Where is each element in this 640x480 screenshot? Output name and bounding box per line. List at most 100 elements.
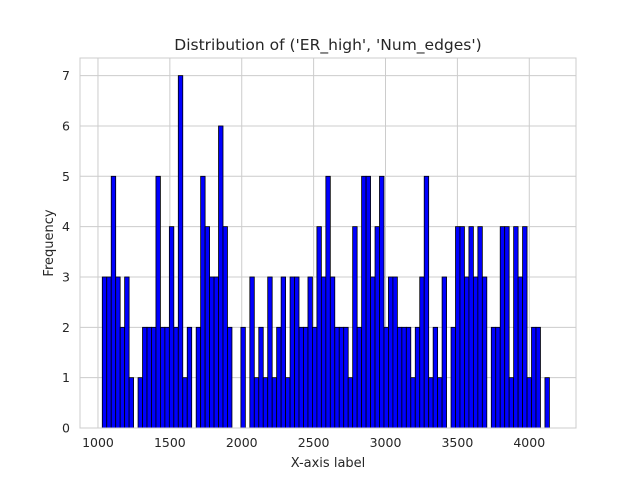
- histogram-bar: [222, 226, 228, 429]
- y-tick-label: 2: [62, 320, 70, 335]
- histogram-bar: [374, 226, 380, 429]
- histogram-bar: [276, 326, 282, 429]
- histogram-bar: [504, 226, 510, 429]
- histogram-bar: [142, 326, 148, 429]
- histogram-bar: [240, 326, 246, 429]
- x-tick-labels: 1000 1500 2000 2500 3000 3500 4000: [82, 435, 545, 450]
- histogram-bar: [459, 226, 465, 429]
- histogram-bar: [168, 226, 175, 429]
- y-tick-label: 5: [62, 169, 70, 184]
- histogram-bar: [177, 75, 184, 429]
- histogram-bar: [396, 326, 403, 429]
- histogram-bar: [146, 326, 152, 429]
- histogram-bar: [432, 326, 439, 429]
- histogram-bar: [160, 326, 166, 429]
- histogram-bar: [106, 276, 112, 429]
- histogram-bar: [128, 377, 134, 429]
- histogram-bar: [213, 276, 219, 429]
- histogram-bar: [379, 175, 385, 429]
- histogram-bar: [531, 326, 537, 429]
- histogram-bar: [544, 377, 550, 429]
- y-tick-label: 4: [62, 219, 70, 234]
- histogram-bar: [320, 276, 327, 429]
- y-tick-label: 1: [62, 370, 70, 385]
- histogram-bar: [392, 276, 398, 429]
- histogram-bar: [204, 226, 210, 429]
- y-tick-label: 3: [62, 269, 70, 284]
- x-axis-label: X-axis label: [291, 456, 366, 471]
- histogram-bar: [517, 276, 523, 429]
- histogram-bar: [115, 276, 121, 429]
- histogram-bar: [343, 326, 349, 429]
- histogram-bar: [253, 377, 260, 429]
- histogram-bar: [365, 175, 371, 429]
- x-tick-label: 1000: [82, 435, 114, 450]
- histogram-bar: [110, 175, 117, 429]
- histogram-bar: [410, 377, 416, 429]
- histogram-bar: [271, 377, 278, 429]
- x-tick-label: 1500: [154, 435, 186, 450]
- histogram-bar: [401, 326, 407, 429]
- y-tick-label: 0: [62, 421, 70, 436]
- histogram-bar: [258, 326, 264, 429]
- y-tick-label: 6: [62, 118, 70, 133]
- histogram-bar: [405, 326, 412, 429]
- histogram-bar: [101, 276, 108, 429]
- histogram-bar: [356, 326, 363, 429]
- histogram-bar: [370, 276, 376, 429]
- histogram-bar: [164, 326, 170, 429]
- histogram-bar: [535, 326, 541, 429]
- histogram-bar: [464, 276, 470, 429]
- histogram-bar: [267, 276, 273, 429]
- histogram-bar: [441, 276, 447, 429]
- histogram-bar: [414, 326, 421, 429]
- bar-layer: [101, 75, 550, 429]
- histogram-bar: [481, 276, 488, 429]
- histogram-bar: [218, 125, 224, 429]
- histogram-bar: [298, 326, 304, 429]
- histogram-bar: [428, 377, 434, 429]
- histogram-bar: [307, 276, 313, 429]
- histogram-bar: [325, 175, 331, 429]
- histogram-bar: [137, 377, 143, 429]
- histogram-bar: [352, 226, 358, 429]
- histogram-bar: [526, 377, 532, 429]
- histogram-bar: [173, 326, 179, 429]
- histogram-bar: [316, 226, 322, 429]
- histogram-bar: [499, 226, 506, 429]
- x-tick-label: 2500: [298, 435, 330, 450]
- histogram-bar: [119, 326, 126, 429]
- chart-title: Distribution of ('ER_high', 'Num_edges'): [174, 36, 481, 55]
- histogram-bar: [477, 226, 483, 429]
- y-tick-labels: 0 1 2 3 4 5 6 7: [62, 68, 70, 435]
- x-tick-label: 3000: [370, 435, 402, 450]
- histogram-bar: [186, 326, 193, 429]
- histogram-bar: [312, 326, 318, 429]
- histogram-bar: [513, 226, 519, 429]
- histogram-bar: [334, 326, 340, 429]
- histogram-bar: [508, 377, 515, 429]
- histogram-bar: [155, 175, 161, 429]
- y-tick-label: 7: [62, 68, 70, 83]
- histogram-bar: [209, 276, 215, 429]
- histogram-bar: [182, 377, 188, 429]
- histogram-bar: [303, 326, 309, 429]
- histogram-bar: [383, 326, 389, 429]
- histogram-bar: [289, 276, 295, 429]
- histogram-bar: [450, 326, 456, 429]
- histogram-bar: [294, 276, 300, 429]
- histogram-bar: [280, 276, 287, 429]
- x-tick-label: 2000: [226, 435, 258, 450]
- x-tick-label: 4000: [513, 435, 545, 450]
- histogram-bar: [347, 377, 354, 429]
- histogram-bar: [455, 226, 461, 429]
- plot-frame: [79, 57, 577, 429]
- histogram-bar: [151, 326, 157, 429]
- histogram-bar: [338, 326, 345, 429]
- histogram-bar: [227, 326, 233, 429]
- histogram-bar: [495, 326, 501, 429]
- histogram-bar: [200, 175, 206, 429]
- histogram-bar: [437, 377, 443, 429]
- histogram-bar: [285, 377, 291, 429]
